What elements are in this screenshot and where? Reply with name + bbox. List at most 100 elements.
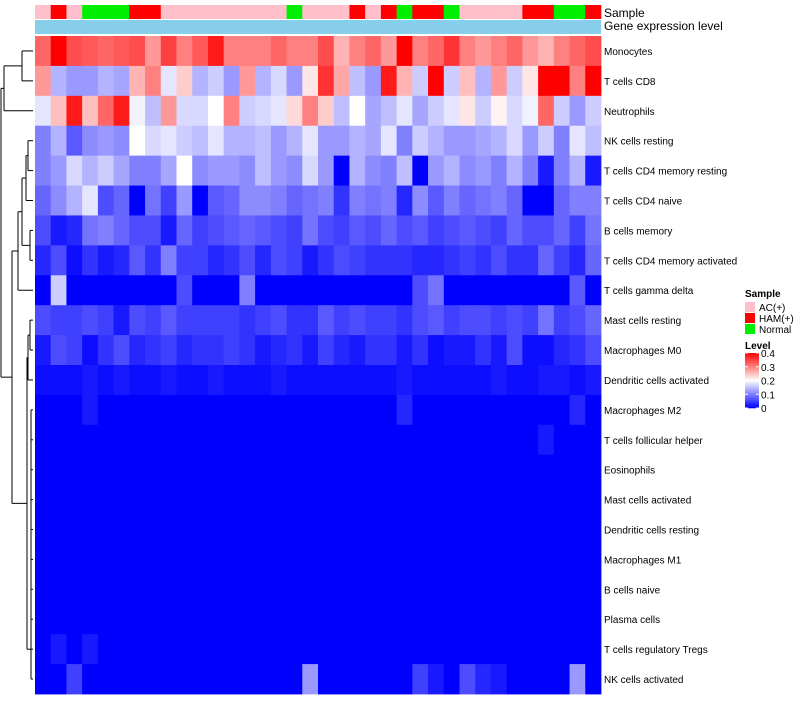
heatmap-cell: [35, 215, 52, 246]
heatmap-cell: [585, 36, 602, 67]
level-legend-gradient-step: [745, 362, 759, 365]
heatmap-cell: [302, 245, 319, 276]
heatmap-cell: [239, 125, 256, 157]
heatmap-cell: [318, 245, 335, 276]
heatmap-cell: [176, 275, 193, 306]
heatmap-cell: [113, 664, 130, 695]
heatmap-cell: [396, 185, 413, 216]
heatmap-cell: [160, 365, 177, 396]
heatmap-cell: [286, 335, 303, 366]
heatmap-cell: [349, 514, 366, 545]
heatmap-cell: [380, 215, 398, 246]
heatmap-cell: [50, 335, 67, 366]
heatmap-cell: [490, 664, 508, 695]
heatmap-cell: [333, 275, 350, 306]
heatmap-cell: [396, 305, 413, 336]
heatmap-cell: [160, 275, 177, 306]
heatmap-cell: [412, 95, 429, 127]
heatmap-cell: [522, 424, 539, 456]
heatmap-cell: [97, 275, 115, 306]
heatmap-cell: [318, 95, 335, 127]
heatmap-cell: [176, 365, 193, 396]
heatmap-cell: [129, 125, 146, 157]
heatmap-cell: [506, 544, 523, 575]
heatmap-cell: [302, 454, 319, 486]
heatmap-cell: [396, 604, 413, 635]
heatmap-cell: [82, 365, 99, 396]
heatmap-cell: [380, 36, 398, 67]
heatmap-cell: [459, 305, 476, 336]
heatmap-cell: [113, 335, 130, 366]
heatmap-cell: [522, 155, 539, 186]
sample-annotation-cell: [82, 5, 99, 19]
heatmap-cell: [318, 125, 335, 157]
heatmap-cell: [412, 125, 429, 157]
heatmap-cell: [160, 574, 177, 605]
heatmap-cell: [365, 394, 382, 426]
heatmap-cell: [380, 155, 398, 186]
heatmap-cell: [396, 275, 413, 306]
heatmap-cell: [538, 155, 555, 186]
heatmap-cell: [349, 365, 366, 396]
level-legend-tick-label: 0.4: [761, 349, 775, 360]
heatmap-cell: [270, 514, 287, 545]
heatmap-cell: [380, 424, 398, 456]
heatmap-cell: [585, 305, 602, 336]
heatmap-cell: [239, 634, 256, 665]
heatmap-cell: [522, 574, 539, 605]
heatmap-cell: [349, 245, 366, 276]
heatmap-cell: [270, 574, 287, 605]
heatmap-cell: [459, 574, 476, 605]
heatmap-cell: [396, 514, 413, 545]
heatmap-cell: [412, 604, 429, 635]
level-legend-tick-label: 0.2: [761, 377, 775, 388]
heatmap-cell: [223, 215, 240, 246]
heatmap-cell: [129, 185, 146, 216]
sample-annotation-cell: [365, 5, 382, 19]
sample-annotation-cell: [35, 5, 52, 19]
heatmap-cell: [145, 394, 162, 426]
heatmap-cell: [522, 335, 539, 366]
heatmap-cell: [506, 514, 523, 545]
heatmap-cell: [113, 454, 130, 486]
heatmap-cell: [270, 335, 287, 366]
heatmap-cell: [585, 394, 602, 426]
heatmap-cell: [396, 634, 413, 665]
heatmap-cell: [270, 604, 287, 635]
sample-annotation-cell: [302, 5, 319, 19]
heatmap-cell: [50, 95, 67, 127]
row-label: Monocytes: [604, 47, 652, 58]
heatmap-cell: [349, 185, 366, 216]
heatmap-cell: [286, 215, 303, 246]
heatmap-cell: [475, 335, 492, 366]
heatmap-cell: [255, 604, 272, 635]
heatmap-cell: [129, 36, 146, 67]
sample-annotation-cell: [176, 5, 193, 19]
sample-annotation-cell: [506, 5, 523, 19]
heatmap-cell: [333, 664, 350, 695]
heatmap-cell: [302, 215, 319, 246]
heatmap-cell: [396, 335, 413, 366]
heatmap-cell: [66, 365, 83, 396]
level-legend-gradient-step: [745, 386, 759, 388]
heatmap-cell: [286, 424, 303, 456]
heatmap-cell: [66, 604, 83, 635]
heatmap-cell: [239, 305, 256, 336]
expression-annotation-label: Gene expression level: [604, 19, 723, 33]
heatmap-cell: [192, 574, 209, 605]
heatmap-cell: [349, 95, 366, 127]
heatmap-cell: [113, 394, 130, 426]
heatmap-cell: [286, 574, 303, 605]
heatmap-cell: [538, 95, 555, 127]
heatmap-cell: [585, 424, 602, 456]
sample-annotation-cell: [318, 5, 335, 19]
heatmap-cell: [239, 65, 256, 97]
heatmap-cell: [443, 424, 460, 456]
sample-annotation-cell: [349, 5, 366, 19]
heatmap-cell: [192, 305, 209, 336]
heatmap-cell: [207, 634, 225, 665]
heatmap-cell: [302, 155, 319, 186]
heatmap-cell: [318, 185, 335, 216]
heatmap-cell: [302, 305, 319, 336]
heatmap-cell: [129, 275, 146, 306]
